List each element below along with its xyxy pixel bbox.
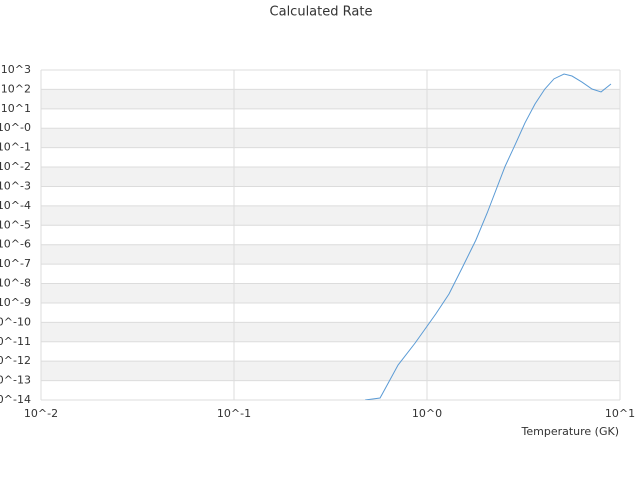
y-tick-label: 10^-0: [0, 121, 31, 134]
y-tick-label: 10^-2: [0, 160, 31, 173]
y-tick-label: 10^-7: [0, 257, 31, 270]
x-tick-label: 10^-1: [217, 407, 251, 420]
line-series: [365, 73, 612, 400]
y-tick-label: 10^3: [1, 63, 31, 76]
y-tick-label: 10^-11: [0, 335, 31, 348]
y-tick-label: 10^-6: [0, 238, 31, 251]
x-tick-label: 10^-2: [24, 407, 58, 420]
grid-band: [41, 167, 620, 187]
grid-band: [41, 244, 620, 265]
y-tick-label: 10^-13: [0, 374, 31, 387]
x-axis-label: Temperature (GK): [521, 425, 620, 438]
grid-band: [41, 128, 620, 148]
grid-band: [41, 361, 620, 381]
y-tick-label: 10^-3: [0, 179, 31, 192]
y-tick-label: 10^-10: [0, 315, 31, 328]
grid-band: [41, 322, 620, 342]
x-tick-label: 10^1: [605, 407, 635, 420]
y-tick-label: 10^-8: [0, 277, 31, 290]
y-tick-label: 10^2: [1, 82, 31, 95]
grid-band: [41, 283, 620, 303]
x-tick-label: 10^0: [412, 407, 442, 420]
y-tick-label: 10^-14: [0, 393, 31, 406]
chart-title: Calculated Rate: [270, 5, 373, 20]
grid-band: [41, 89, 620, 109]
grid-band: [41, 205, 620, 226]
y-tick-label: 10^-5: [0, 218, 31, 231]
y-tick-label: 10^-12: [0, 354, 31, 367]
y-tick-label: 10^-9: [0, 296, 31, 309]
y-tick-label: 10^1: [1, 102, 31, 115]
y-tick-label: 10^-4: [0, 199, 31, 212]
y-tick-label: 10^-1: [0, 141, 31, 154]
